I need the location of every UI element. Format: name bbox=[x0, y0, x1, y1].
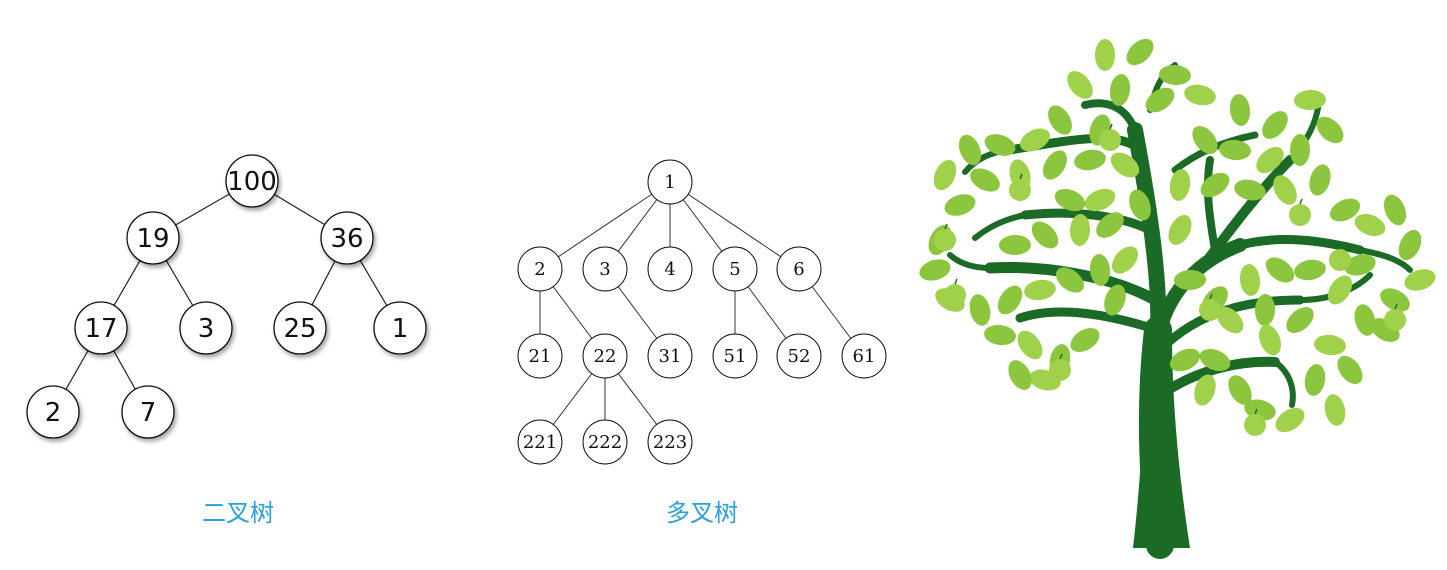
multi-tree-node: 6 bbox=[776, 246, 822, 292]
binary-tree-node-label: 17 bbox=[84, 314, 117, 344]
binary-tree-node: 2 bbox=[26, 385, 80, 439]
multi-tree-node-circle bbox=[582, 419, 628, 465]
multi-tree-node-label: 21 bbox=[529, 346, 552, 367]
multi-tree-node-label: 3 bbox=[599, 259, 610, 280]
multi-tree-caption: 多叉树 bbox=[666, 499, 738, 527]
multi-tree-node-label: 5 bbox=[729, 259, 740, 280]
multi-tree-node-circle bbox=[582, 333, 628, 379]
multi-tree-node-label: 61 bbox=[853, 346, 876, 367]
binary-tree-caption: 二叉树 bbox=[202, 499, 274, 527]
multi-tree-node: 2 bbox=[517, 246, 563, 292]
binary-tree-node: 36 bbox=[320, 211, 374, 265]
multi-tree-node-circle bbox=[647, 246, 693, 292]
multi-tree-node: 61 bbox=[841, 333, 887, 379]
multi-tree-node-circle bbox=[517, 419, 563, 465]
multi-tree-node: 3 bbox=[582, 246, 628, 292]
binary-tree-node-label: 100 bbox=[227, 167, 277, 197]
multi-tree-node-circle bbox=[712, 333, 758, 379]
binary-tree-node: 17 bbox=[74, 301, 128, 355]
multi-tree-node-circle bbox=[776, 246, 822, 292]
multi-tree-nodes: 1 2 3 4 5 6 21 22 31 51 52 61 221 222 223 bbox=[517, 159, 887, 465]
binary-tree-node-label: 2 bbox=[45, 398, 62, 428]
multi-tree-node-label: 31 bbox=[659, 346, 682, 367]
multi-tree-node-label: 221 bbox=[523, 432, 557, 453]
binary-tree-node-label: 36 bbox=[330, 224, 363, 254]
multi-tree-node: 22 bbox=[582, 333, 628, 379]
multi-tree-node: 31 bbox=[647, 333, 693, 379]
binary-tree-node-label: 1 bbox=[392, 314, 409, 344]
multi-tree-node: 221 bbox=[517, 419, 563, 465]
multi-tree-node-circle bbox=[712, 246, 758, 292]
multi-tree-node-circle bbox=[517, 246, 563, 292]
binary-tree-node-circle bbox=[179, 301, 233, 355]
tree-illustration-icon bbox=[919, 38, 1436, 559]
multi-tree-node: 5 bbox=[712, 246, 758, 292]
multi-tree-node-label: 2 bbox=[534, 259, 545, 280]
binary-tree-node: 1 bbox=[373, 301, 427, 355]
multi-tree-edge bbox=[539, 181, 671, 270]
multi-tree-edge bbox=[669, 181, 800, 270]
multi-tree-node: 4 bbox=[647, 246, 693, 292]
multi-tree-node-label: 6 bbox=[793, 259, 804, 280]
binary-tree-node-label: 3 bbox=[198, 314, 215, 344]
binary-tree-node-circle bbox=[373, 301, 427, 355]
binary-tree-node: 7 bbox=[121, 385, 175, 439]
binary-tree-node-label: 19 bbox=[136, 224, 169, 254]
multi-tree-node: 51 bbox=[712, 333, 758, 379]
binary-tree-node-label: 25 bbox=[283, 314, 316, 344]
multi-tree-node-label: 223 bbox=[653, 432, 687, 453]
multi-tree-node-circle bbox=[647, 333, 693, 379]
binary-tree-node: 3 bbox=[179, 301, 233, 355]
multi-tree-node-circle bbox=[582, 246, 628, 292]
multi-tree-node: 222 bbox=[582, 419, 628, 465]
multi-tree-node-circle bbox=[647, 419, 693, 465]
multi-tree-node: 1 bbox=[647, 159, 693, 205]
binary-tree-node: 100 bbox=[225, 154, 279, 208]
multi-tree-node-label: 222 bbox=[588, 432, 622, 453]
multi-tree-node: 21 bbox=[517, 333, 563, 379]
binary-tree-nodes: 100 19 36 17 3 25 1 2 7 bbox=[26, 154, 427, 439]
binary-tree-node: 25 bbox=[273, 301, 327, 355]
multi-tree-node-label: 51 bbox=[724, 346, 747, 367]
binary-tree-node-circle bbox=[74, 301, 128, 355]
binary-tree-node-circle bbox=[121, 385, 175, 439]
multi-tree-node-circle bbox=[647, 159, 693, 205]
multi-tree-node-circle bbox=[517, 333, 563, 379]
multi-tree-node-circle bbox=[841, 333, 887, 379]
multi-tree-edges bbox=[539, 181, 865, 443]
multi-tree-node: 52 bbox=[776, 333, 822, 379]
binary-tree-node: 19 bbox=[126, 211, 180, 265]
multi-tree-node-circle bbox=[776, 333, 822, 379]
multi-tree-node: 223 bbox=[647, 419, 693, 465]
binary-tree-node-circle bbox=[26, 385, 80, 439]
binary-tree-node-circle bbox=[320, 211, 374, 265]
binary-tree-node-label: 7 bbox=[140, 398, 157, 428]
multi-tree-node-label: 22 bbox=[594, 346, 617, 367]
multi-tree-node-label: 52 bbox=[788, 346, 811, 367]
multi-tree-node-label: 4 bbox=[664, 259, 675, 280]
binary-tree-node-circle bbox=[273, 301, 327, 355]
multi-tree-node-label: 1 bbox=[664, 172, 675, 193]
binary-tree-node-circle bbox=[126, 211, 180, 265]
binary-tree-node-circle bbox=[225, 154, 279, 208]
